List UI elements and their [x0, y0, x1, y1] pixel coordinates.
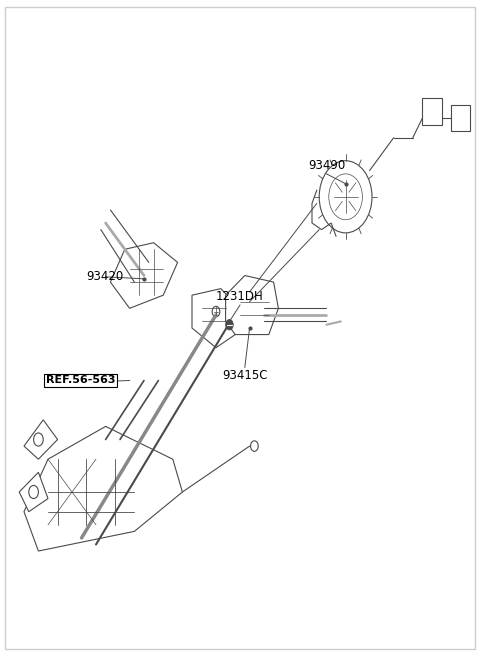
- Polygon shape: [19, 472, 48, 512]
- Polygon shape: [226, 276, 278, 335]
- Text: 93420: 93420: [86, 270, 124, 283]
- Polygon shape: [192, 289, 240, 348]
- Polygon shape: [24, 426, 182, 551]
- Polygon shape: [451, 105, 470, 131]
- Text: REF.56-563: REF.56-563: [46, 375, 115, 386]
- Polygon shape: [422, 98, 442, 125]
- Text: 1231DH: 1231DH: [216, 290, 264, 303]
- Polygon shape: [24, 420, 58, 459]
- Text: 93490: 93490: [308, 159, 345, 172]
- Text: 93415C: 93415C: [222, 369, 267, 382]
- Polygon shape: [110, 243, 178, 308]
- Circle shape: [226, 319, 233, 330]
